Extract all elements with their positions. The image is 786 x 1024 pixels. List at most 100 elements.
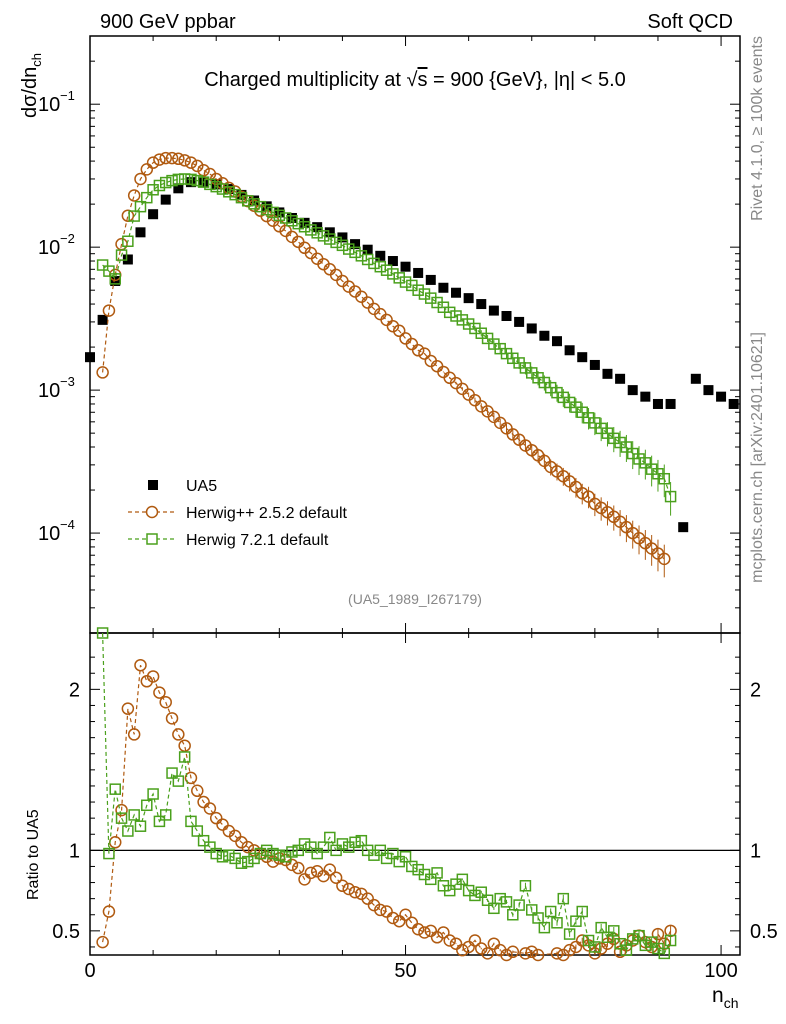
legend-label-ua5: UA5 — [186, 478, 217, 495]
data-point — [317, 869, 330, 883]
header-right: Soft QCD — [647, 11, 733, 33]
data-point — [355, 834, 368, 847]
data-point — [286, 846, 298, 858]
data-point — [141, 191, 153, 204]
data-point — [146, 156, 160, 169]
data-point — [627, 385, 638, 396]
data-point — [184, 771, 198, 785]
legend-entry-herwig7: Herwig 7.2.1 default — [128, 532, 329, 549]
data-point — [582, 934, 595, 947]
data-point — [652, 398, 663, 409]
data-point — [128, 210, 140, 222]
data-point — [223, 849, 235, 861]
data-point — [526, 323, 537, 334]
data-point — [620, 944, 633, 956]
data-point — [500, 948, 513, 962]
data-point — [633, 453, 645, 465]
data-point — [197, 834, 210, 847]
data-point — [387, 268, 399, 280]
series-herwig-2-5-2-default — [96, 658, 677, 962]
data-point — [577, 352, 588, 363]
data-point — [614, 937, 626, 950]
data-point — [690, 373, 701, 384]
data-point — [570, 915, 582, 927]
data-point — [392, 914, 406, 928]
main-ytick-label: 10 — [38, 380, 60, 402]
data-point — [141, 799, 153, 812]
data-point — [488, 305, 499, 316]
data-point — [191, 784, 204, 798]
data-point — [103, 265, 115, 277]
data-point — [248, 198, 260, 210]
data-point — [544, 460, 557, 474]
data-point — [633, 929, 645, 942]
data-point — [651, 927, 665, 941]
data-point — [235, 191, 248, 204]
data-point — [487, 937, 501, 950]
data-point — [451, 287, 462, 298]
data-point — [405, 916, 419, 930]
data-point — [298, 220, 311, 233]
data-point — [514, 316, 525, 327]
data-point — [337, 232, 348, 243]
main-ytick-exponent: −1 — [60, 88, 75, 103]
data-point — [362, 244, 373, 255]
data-point — [236, 189, 247, 200]
data-point — [463, 293, 474, 304]
data-point — [557, 892, 570, 905]
data-point — [639, 457, 652, 469]
data-point — [166, 767, 178, 779]
data-point — [134, 820, 147, 832]
xlabel-sub: ch — [724, 995, 739, 1011]
data-point — [615, 373, 626, 384]
ratio-ytick-label-right: 2 — [750, 679, 761, 701]
data-point — [506, 945, 520, 959]
data-point — [589, 359, 600, 370]
xlabel: nch — [712, 984, 738, 1011]
data-point — [411, 344, 425, 357]
data-point — [550, 947, 564, 960]
data-point — [531, 948, 545, 962]
main-ytick-exponent: −4 — [60, 517, 75, 532]
data-point — [664, 490, 677, 503]
data-point — [525, 945, 538, 959]
ratio-ytick-label-right: 1 — [750, 840, 761, 862]
data-point — [305, 224, 317, 236]
data-point — [324, 227, 335, 238]
data-point — [197, 176, 210, 188]
data-point — [563, 943, 576, 957]
data-point — [153, 686, 166, 699]
data-point — [330, 844, 342, 857]
data-point — [399, 908, 412, 921]
data-point — [500, 896, 513, 908]
main-ylabel-text: dσ/dn — [19, 67, 41, 118]
data-point — [374, 844, 387, 857]
data-point — [178, 739, 191, 752]
data-point — [305, 841, 317, 853]
data-point — [348, 885, 362, 899]
data-point — [449, 937, 463, 950]
main-ylabel: dσ/dnch — [19, 53, 44, 118]
data-point — [456, 314, 469, 326]
data-point — [658, 472, 671, 485]
data-point — [159, 176, 172, 189]
data-point — [96, 259, 109, 271]
data-point — [103, 847, 115, 860]
data-point — [601, 505, 614, 519]
xtick-label: 0 — [84, 960, 95, 982]
data-point — [476, 299, 487, 310]
data-point — [311, 847, 323, 860]
data-point — [223, 186, 235, 198]
data-point — [469, 889, 481, 902]
ratio-plot-frame — [89, 632, 741, 956]
data-point — [468, 934, 482, 947]
data-point — [519, 880, 532, 892]
data-point — [97, 314, 108, 325]
data-point — [406, 860, 418, 873]
data-point — [204, 178, 216, 191]
data-point — [298, 873, 311, 886]
data-point — [127, 189, 141, 202]
data-point — [380, 264, 393, 276]
data-point — [602, 368, 613, 379]
title-s: s — [417, 69, 427, 91]
